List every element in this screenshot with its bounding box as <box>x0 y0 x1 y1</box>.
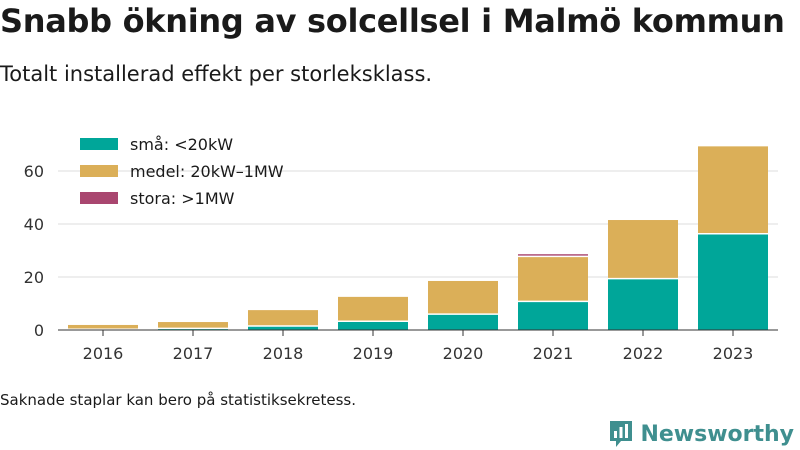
bar-2023-series-1 <box>698 146 768 234</box>
legend-swatch-2 <box>80 192 118 204</box>
x-tick-label: 2019 <box>353 344 394 363</box>
x-tick-label: 2016 <box>83 344 124 363</box>
x-tick-label: 2022 <box>623 344 664 363</box>
bar-2021-series-1 <box>518 256 588 302</box>
x-tick-label: 2017 <box>173 344 214 363</box>
chart-subtitle: Totalt installerad effekt per storlekskl… <box>0 62 433 86</box>
legend-label-2: stora: >1MW <box>130 189 235 208</box>
y-tick-label: 40 <box>24 215 44 234</box>
bar-2022-series-1 <box>608 220 678 279</box>
bar-2017-series-1 <box>158 322 228 329</box>
legend-label-1: medel: 20kW–1MW <box>130 162 284 181</box>
x-tick-label: 2020 <box>443 344 484 363</box>
legend: små: <20kW medel: 20kW–1MW stora: >1MW <box>80 135 284 208</box>
x-tick-label: 2021 <box>533 344 574 363</box>
bar-2021-series-2 <box>518 254 588 257</box>
newsworthy-logo-icon <box>610 421 633 447</box>
bars <box>68 146 768 330</box>
bar-2017-series-0 <box>158 328 228 330</box>
bar-2020-series-0 <box>428 314 498 330</box>
y-tick-label: 20 <box>24 268 44 287</box>
bar-2022-series-0 <box>608 278 678 330</box>
bar-2020-series-1 <box>428 280 498 315</box>
x-tick-label: 2023 <box>713 344 754 363</box>
bar-2021-series-0 <box>518 301 588 330</box>
brand-logo: Newsworthy <box>608 418 794 450</box>
axes: 0 20 40 60 2016 2017 2018 2019 2020 2021 2022 2023 <box>24 162 778 363</box>
brand-name: Newsworthy <box>640 421 794 447</box>
bar-2018-series-0 <box>248 326 318 330</box>
legend-label-0: små: <20kW <box>130 135 233 154</box>
chart-title: Snabb ökning av solcellsel i Malmö kommu… <box>0 2 785 40</box>
x-tick-label: 2018 <box>263 344 304 363</box>
bar-2019-series-1 <box>338 296 408 322</box>
bar-2023-series-0 <box>698 233 768 330</box>
bar-2016-series-1 <box>68 324 138 330</box>
footnote: Saknade staplar kan bero på statistiksek… <box>0 391 357 409</box>
bar-2019-series-0 <box>338 321 408 330</box>
y-tick-label: 0 <box>34 321 44 340</box>
legend-swatch-0 <box>80 138 118 150</box>
y-tick-label: 60 <box>24 162 44 181</box>
legend-swatch-1 <box>80 165 118 177</box>
bar-2018-series-1 <box>248 310 318 327</box>
